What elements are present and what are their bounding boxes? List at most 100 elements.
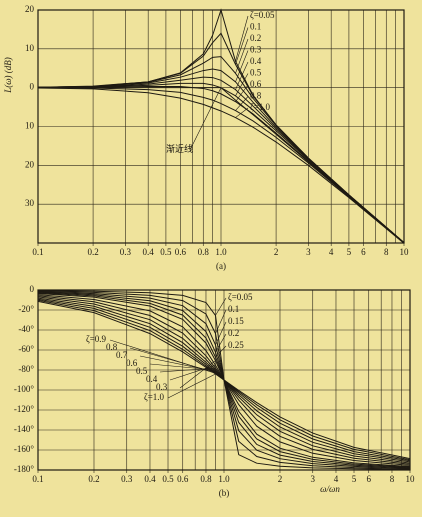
- series-label: ζ=0.9: [86, 334, 107, 344]
- series-label: ζ=1.0: [144, 392, 165, 402]
- leader-line: [235, 27, 249, 65]
- series-label: 0.8: [106, 342, 118, 352]
- y-tick-label: 10: [25, 43, 35, 53]
- x-tick-label: 6: [361, 247, 366, 257]
- leader-line: [235, 61, 249, 90]
- y-tick-label: -140°: [14, 424, 34, 434]
- x-tick-label: 0.1: [32, 474, 43, 484]
- x-tick-label: 0.8: [198, 247, 210, 257]
- leader-line: [215, 297, 227, 316]
- x-tick-label: 3: [310, 474, 315, 484]
- leader-line: [235, 15, 249, 62]
- leader-line: [215, 333, 227, 353]
- x-tick-label: 8: [384, 247, 389, 257]
- caption: (b): [219, 488, 230, 498]
- curve: [37, 87, 405, 244]
- x-tick-label: 0.4: [143, 247, 155, 257]
- x-tick-label: 4: [334, 474, 339, 484]
- leader-line: [189, 87, 222, 151]
- x-tick-label: 0.3: [120, 247, 132, 257]
- x-tick-label: 0.8: [200, 474, 212, 484]
- x-tick-label: 4: [329, 247, 334, 257]
- series-label: 0.1: [228, 304, 239, 314]
- leader-line: [215, 345, 227, 358]
- x-tick-label: 8: [390, 474, 395, 484]
- x-axis-label: ω/ωn: [320, 484, 340, 494]
- y-tick-label: -60°: [18, 344, 34, 354]
- x-tick-label: 1.0: [215, 247, 227, 257]
- x-tick-label: 0.5: [160, 247, 172, 257]
- y-tick-label: 20: [25, 4, 35, 14]
- curve: [37, 86, 405, 244]
- leader-line: [215, 309, 227, 334]
- caption: (a): [216, 261, 226, 271]
- y-tick-label: -20°: [18, 304, 34, 314]
- plot-frame: [37, 289, 411, 471]
- y-tick-label: -100°: [14, 384, 34, 394]
- x-tick-label: 1.0: [218, 474, 230, 484]
- y-axis-label: L(ω) (dB): [3, 57, 13, 94]
- leader-line: [109, 339, 216, 374]
- y-tick-label: 20: [25, 159, 35, 169]
- x-tick-label: 6: [366, 474, 371, 484]
- y-tick-label: -80°: [18, 364, 34, 374]
- x-tick-label: 0.6: [177, 474, 189, 484]
- series-label: 0.15: [228, 316, 244, 326]
- series-label: 0.2: [250, 33, 261, 43]
- series-label: 0.4: [146, 374, 158, 384]
- x-tick-label: 0.2: [87, 247, 98, 257]
- leader-line: [167, 373, 216, 399]
- curve: [37, 76, 405, 243]
- series-label: 0.5: [250, 68, 262, 78]
- x-tick-label: 0.6: [175, 247, 187, 257]
- x-tick-label: 0.1: [32, 247, 43, 257]
- series-label: 0.5: [136, 366, 148, 376]
- series-label: 渐近线: [166, 143, 193, 154]
- x-tick-label: 3: [306, 247, 311, 257]
- series-label: 0.2: [228, 328, 239, 338]
- leader-line: [215, 321, 227, 346]
- leader-line: [235, 73, 249, 96]
- series-label: 0.3: [250, 45, 262, 55]
- series-label: 0.6: [126, 358, 138, 368]
- leader-line: [159, 367, 216, 373]
- x-tick-label: 0.3: [121, 474, 133, 484]
- x-tick-label: 2: [274, 247, 279, 257]
- y-tick-label: -160°: [14, 444, 34, 454]
- series-label: 0.25: [228, 340, 244, 350]
- y-tick-label: 30: [25, 198, 35, 208]
- x-tick-label: 0.5: [162, 474, 174, 484]
- leader-line: [235, 38, 249, 74]
- leader-line: [235, 107, 249, 118]
- leader-line: [129, 347, 216, 373]
- series-label: 0.7: [116, 350, 128, 360]
- series-label: 0.8: [250, 91, 262, 101]
- y-tick-label: 0: [30, 284, 35, 294]
- y-tick-label: -40°: [18, 324, 34, 334]
- series-label: 0.1: [250, 22, 261, 32]
- x-tick-label: 0.4: [144, 474, 156, 484]
- curve: [37, 300, 411, 460]
- y-tick-label: 0: [30, 82, 35, 92]
- curve: [37, 87, 405, 244]
- x-tick-label: 5: [347, 247, 352, 257]
- series-label: ζ=1.0: [250, 102, 271, 112]
- x-tick-label: 0.2: [88, 474, 99, 484]
- leader-line: [235, 50, 249, 82]
- series-label: 0.4: [250, 56, 262, 66]
- series-label: 0.3: [156, 382, 168, 392]
- x-tick-label: 10: [400, 247, 410, 257]
- x-tick-label: 5: [352, 474, 357, 484]
- series-label: 0.6: [250, 79, 262, 89]
- series-label: ζ=0.05: [250, 10, 275, 20]
- leader-line: [235, 96, 249, 111]
- series-label: ζ=0.05: [228, 292, 253, 302]
- x-tick-label: 2: [278, 474, 283, 484]
- y-tick-label: -120°: [14, 404, 34, 414]
- leader-line: [235, 84, 249, 102]
- x-tick-label: 10: [406, 474, 416, 484]
- y-tick-label: -180°: [14, 464, 34, 474]
- y-tick-label: 10: [25, 121, 35, 131]
